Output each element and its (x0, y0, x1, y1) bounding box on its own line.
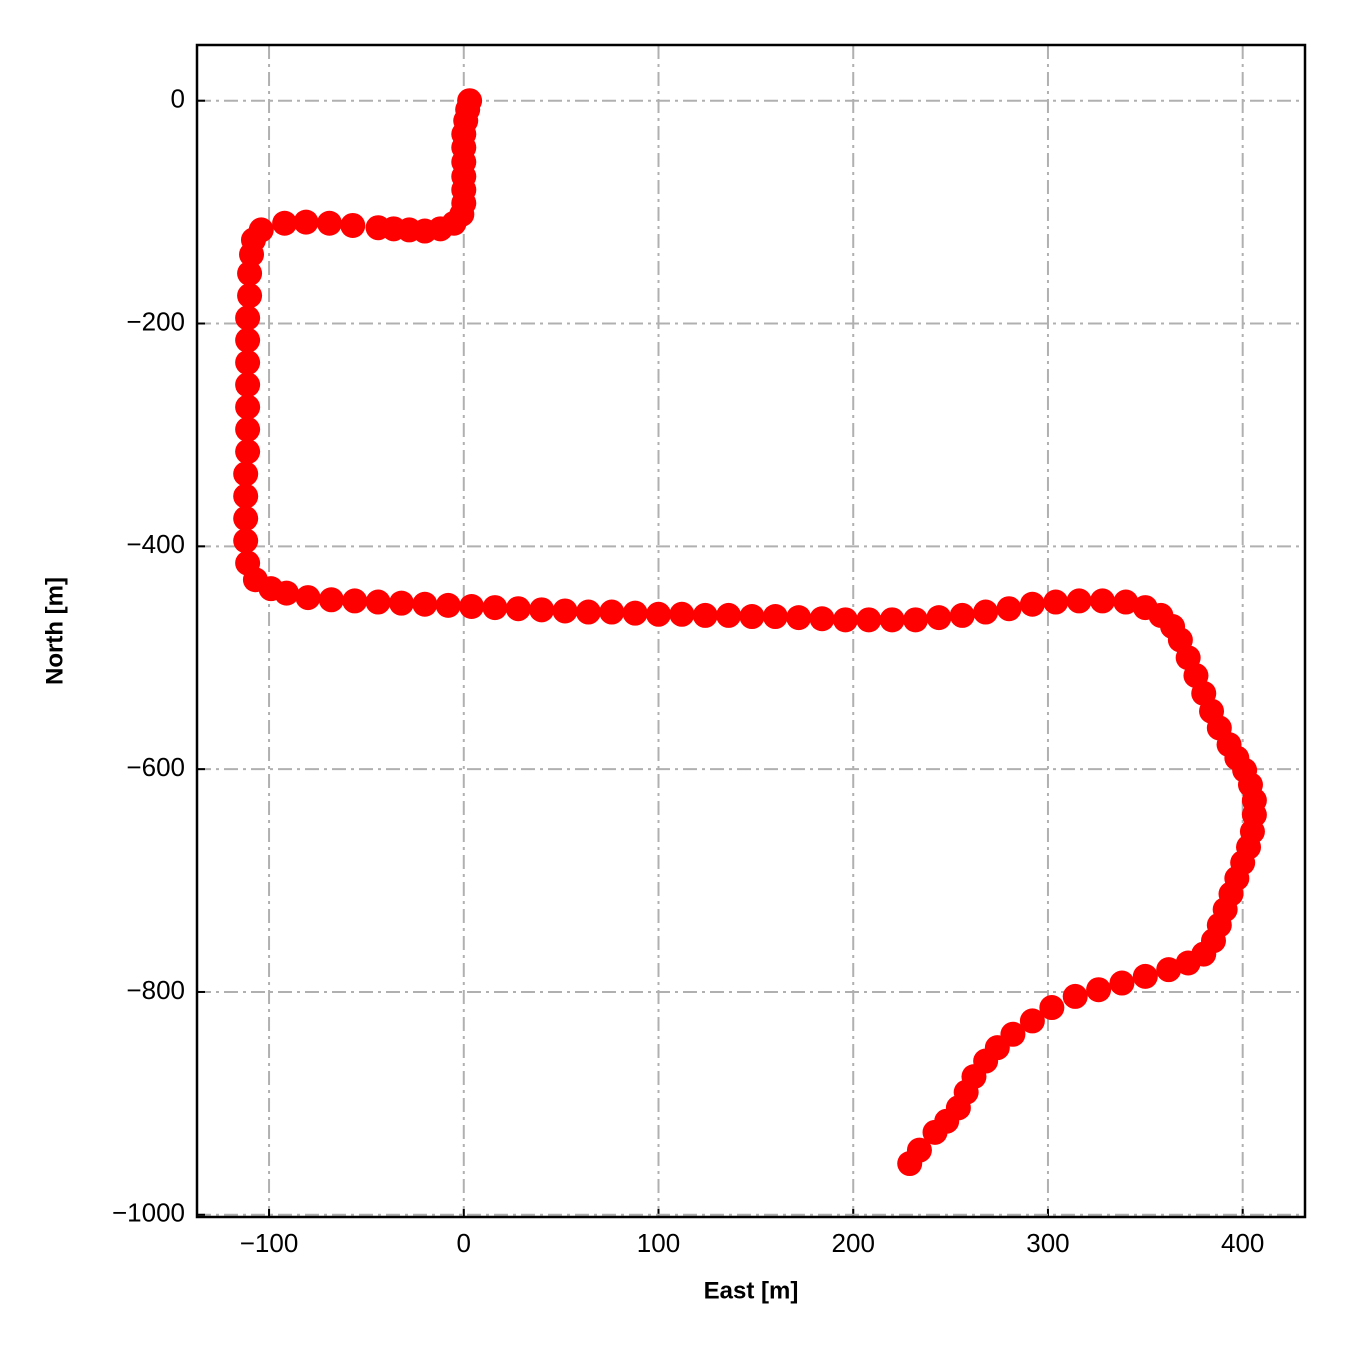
point (879, 607, 905, 633)
point (235, 372, 261, 398)
point (1062, 983, 1088, 1009)
y-tick-label: −600 (126, 752, 185, 782)
point (435, 592, 461, 618)
point (235, 439, 261, 465)
x-tick-label: 200 (832, 1228, 875, 1258)
point (552, 598, 578, 624)
y-tick-label: −800 (126, 975, 185, 1005)
point (809, 606, 835, 632)
point (1019, 591, 1045, 617)
point (1019, 1008, 1045, 1034)
point (340, 212, 366, 238)
point (856, 607, 882, 633)
point (692, 602, 718, 628)
point (1113, 589, 1139, 615)
point (235, 350, 261, 376)
x-tick-label: −100 (240, 1228, 299, 1258)
point (622, 600, 648, 626)
x-tick-label: 400 (1221, 1228, 1264, 1258)
point (459, 593, 485, 619)
point (786, 605, 812, 631)
point (342, 588, 368, 614)
x-tick-label: 0 (457, 1228, 471, 1258)
point (897, 1151, 923, 1177)
point (529, 597, 555, 623)
point (926, 605, 952, 631)
point (388, 590, 414, 616)
point (1066, 588, 1092, 614)
point (233, 483, 259, 509)
point (316, 210, 342, 236)
point (412, 591, 438, 617)
point (239, 241, 265, 267)
point (365, 589, 391, 615)
y-tick-label: −400 (126, 529, 185, 559)
point (949, 602, 975, 628)
point (669, 601, 695, 627)
point (505, 596, 531, 622)
point (996, 596, 1022, 622)
point (233, 528, 259, 554)
point (1043, 589, 1069, 615)
y-axis-label: North [m] (41, 577, 68, 685)
y-tick-label: 0 (171, 84, 185, 114)
point (295, 585, 321, 611)
point (237, 260, 263, 286)
point (233, 461, 259, 487)
y-tick-label: −200 (126, 306, 185, 336)
point (1089, 588, 1115, 614)
point (716, 602, 742, 628)
point (1039, 995, 1065, 1021)
x-axis-label: East [m] (704, 1277, 799, 1304)
point (1132, 963, 1158, 989)
point (973, 599, 999, 625)
plot-frame (195, 43, 1307, 1219)
point (739, 604, 765, 630)
point (233, 505, 259, 531)
x-tick-label: 100 (637, 1228, 680, 1258)
point (274, 580, 300, 606)
x-tick-label: 300 (1026, 1228, 1069, 1258)
point (832, 607, 858, 633)
point (235, 327, 261, 353)
point (272, 210, 298, 236)
point (762, 604, 788, 630)
point (235, 394, 261, 420)
point (235, 305, 261, 331)
y-tick-label: −1000 (112, 1198, 185, 1228)
point (235, 416, 261, 442)
point (1109, 970, 1135, 996)
point (646, 601, 672, 627)
point (1156, 957, 1182, 983)
point (293, 209, 319, 235)
point (575, 599, 601, 625)
point (922, 1119, 948, 1145)
point (1086, 977, 1112, 1003)
point (482, 595, 508, 621)
point (365, 215, 391, 241)
point (318, 587, 344, 613)
point (237, 283, 263, 309)
point (1175, 950, 1201, 976)
point (903, 607, 929, 633)
point (599, 599, 625, 625)
